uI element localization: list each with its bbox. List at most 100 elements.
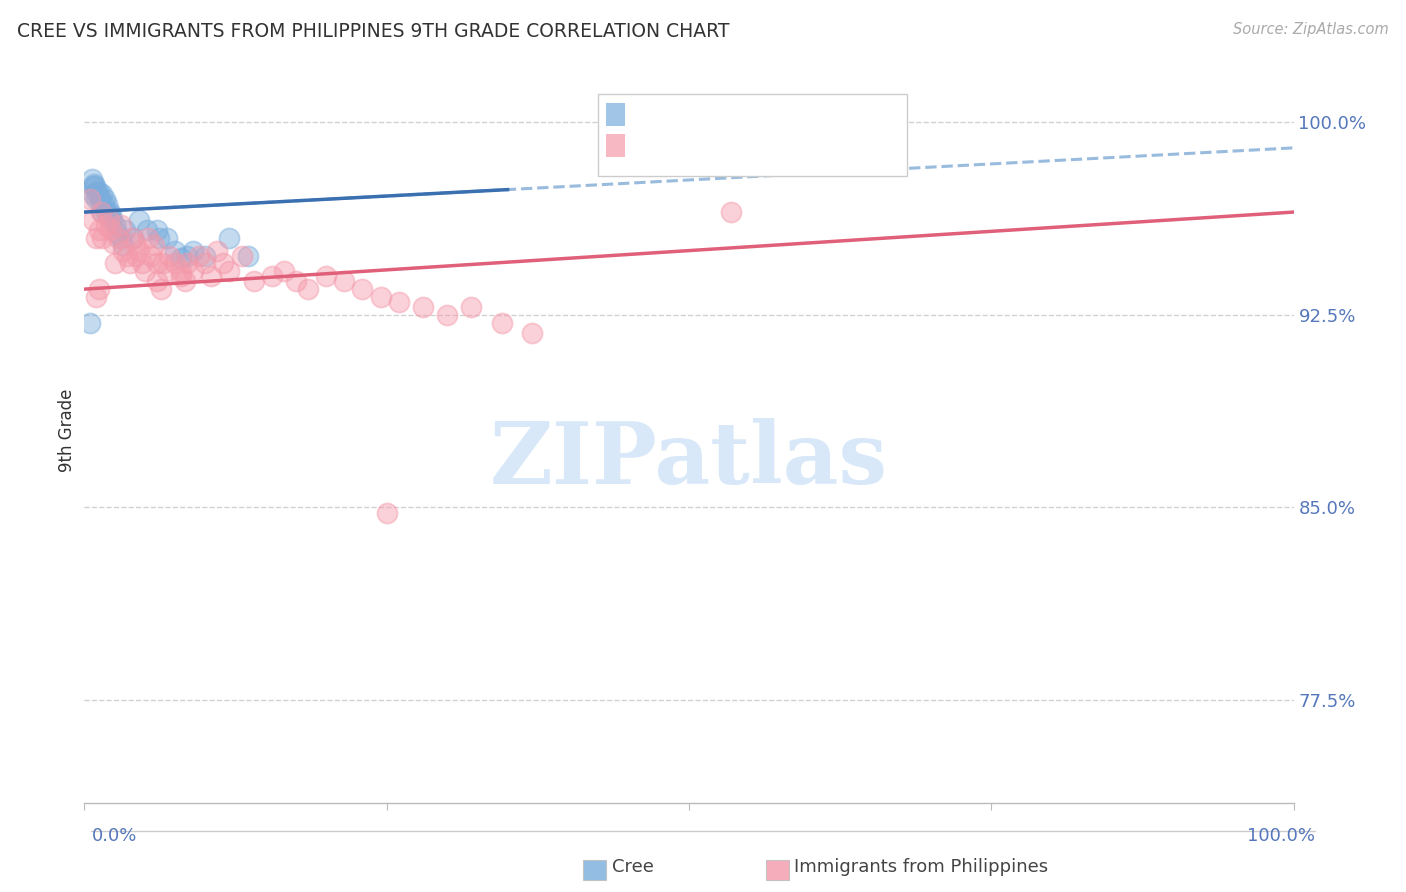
Point	[97, 212, 120, 227]
Point	[97, 211, 120, 225]
Point	[139, 249, 162, 263]
Point	[84, 179, 107, 194]
Point	[94, 192, 117, 206]
Point	[86, 192, 108, 206]
Text: R =: R =	[633, 138, 672, 156]
Point	[176, 256, 198, 270]
Point	[128, 244, 150, 258]
Text: Source: ZipAtlas.com: Source: ZipAtlas.com	[1233, 22, 1389, 37]
Point	[188, 249, 211, 263]
Point	[105, 226, 128, 240]
Point	[146, 256, 169, 270]
Text: N =: N =	[737, 106, 778, 124]
Y-axis label: 9th Grade: 9th Grade	[58, 389, 76, 472]
Text: CREE VS IMMIGRANTS FROM PHILIPPINES 9TH GRADE CORRELATION CHART: CREE VS IMMIGRANTS FROM PHILIPPINES 9TH …	[17, 22, 730, 41]
Point	[412, 300, 434, 314]
Point	[87, 185, 110, 199]
Point	[260, 269, 283, 284]
Point	[155, 264, 177, 278]
Point	[121, 231, 143, 245]
Point	[79, 192, 101, 206]
Point	[110, 231, 132, 245]
Point	[90, 205, 112, 219]
Point	[143, 238, 166, 252]
Point	[100, 208, 122, 222]
Point	[138, 231, 160, 245]
Point	[218, 264, 240, 278]
Point	[242, 275, 264, 289]
Point	[131, 256, 153, 270]
Text: 0.0%: 0.0%	[91, 827, 136, 845]
Point	[375, 506, 398, 520]
Text: 41: 41	[776, 106, 801, 124]
Point	[120, 256, 142, 270]
Point	[370, 290, 392, 304]
Point	[80, 171, 103, 186]
Point	[333, 275, 356, 289]
Point	[284, 275, 308, 289]
Point	[200, 269, 222, 284]
Point	[98, 205, 121, 219]
Point	[297, 282, 319, 296]
Point	[173, 275, 195, 289]
Point	[315, 269, 337, 284]
Point	[352, 282, 374, 296]
Point	[104, 256, 127, 270]
Point	[436, 308, 458, 322]
Point	[155, 231, 177, 245]
Point	[273, 264, 295, 278]
Point	[107, 231, 129, 245]
Point	[86, 185, 108, 199]
Point	[720, 205, 742, 219]
Text: Immigrants from Philippines: Immigrants from Philippines	[794, 858, 1049, 876]
Text: N =: N =	[737, 138, 778, 156]
Point	[112, 244, 135, 258]
Point	[112, 238, 135, 252]
Point	[207, 244, 229, 258]
Point	[93, 197, 115, 211]
Point	[89, 192, 111, 206]
Point	[101, 212, 124, 227]
Point	[86, 231, 108, 245]
Point	[460, 300, 482, 314]
Point	[146, 223, 169, 237]
Point	[170, 252, 193, 266]
Point	[82, 212, 104, 227]
Text: 0.192: 0.192	[671, 138, 728, 156]
Point	[231, 249, 253, 263]
Point	[146, 275, 169, 289]
Point	[149, 282, 172, 296]
Point	[86, 187, 108, 202]
Point	[194, 256, 217, 270]
Point	[125, 249, 148, 263]
Point	[100, 223, 122, 237]
Point	[136, 223, 159, 237]
Text: ZIPatlas: ZIPatlas	[489, 418, 889, 502]
Point	[170, 269, 193, 284]
Point	[714, 136, 737, 150]
Point	[218, 231, 240, 245]
Text: R =: R =	[633, 106, 672, 124]
Point	[94, 218, 117, 232]
Point	[86, 290, 108, 304]
Point	[91, 231, 114, 245]
Point	[90, 197, 112, 211]
Text: 63: 63	[776, 138, 801, 156]
Point	[165, 244, 187, 258]
Point	[91, 187, 114, 202]
Text: 0.077: 0.077	[671, 106, 728, 124]
Text: Cree: Cree	[612, 858, 654, 876]
Text: 100.0%: 100.0%	[1247, 827, 1315, 845]
Point	[114, 223, 136, 237]
Point	[104, 218, 127, 232]
Point	[82, 187, 104, 202]
Point	[103, 235, 125, 250]
Point	[176, 249, 198, 263]
Point	[134, 264, 156, 278]
Point	[87, 223, 110, 237]
Point	[165, 256, 187, 270]
Point	[181, 264, 204, 278]
Point	[82, 179, 104, 194]
Point	[194, 249, 217, 263]
Point	[87, 282, 110, 296]
